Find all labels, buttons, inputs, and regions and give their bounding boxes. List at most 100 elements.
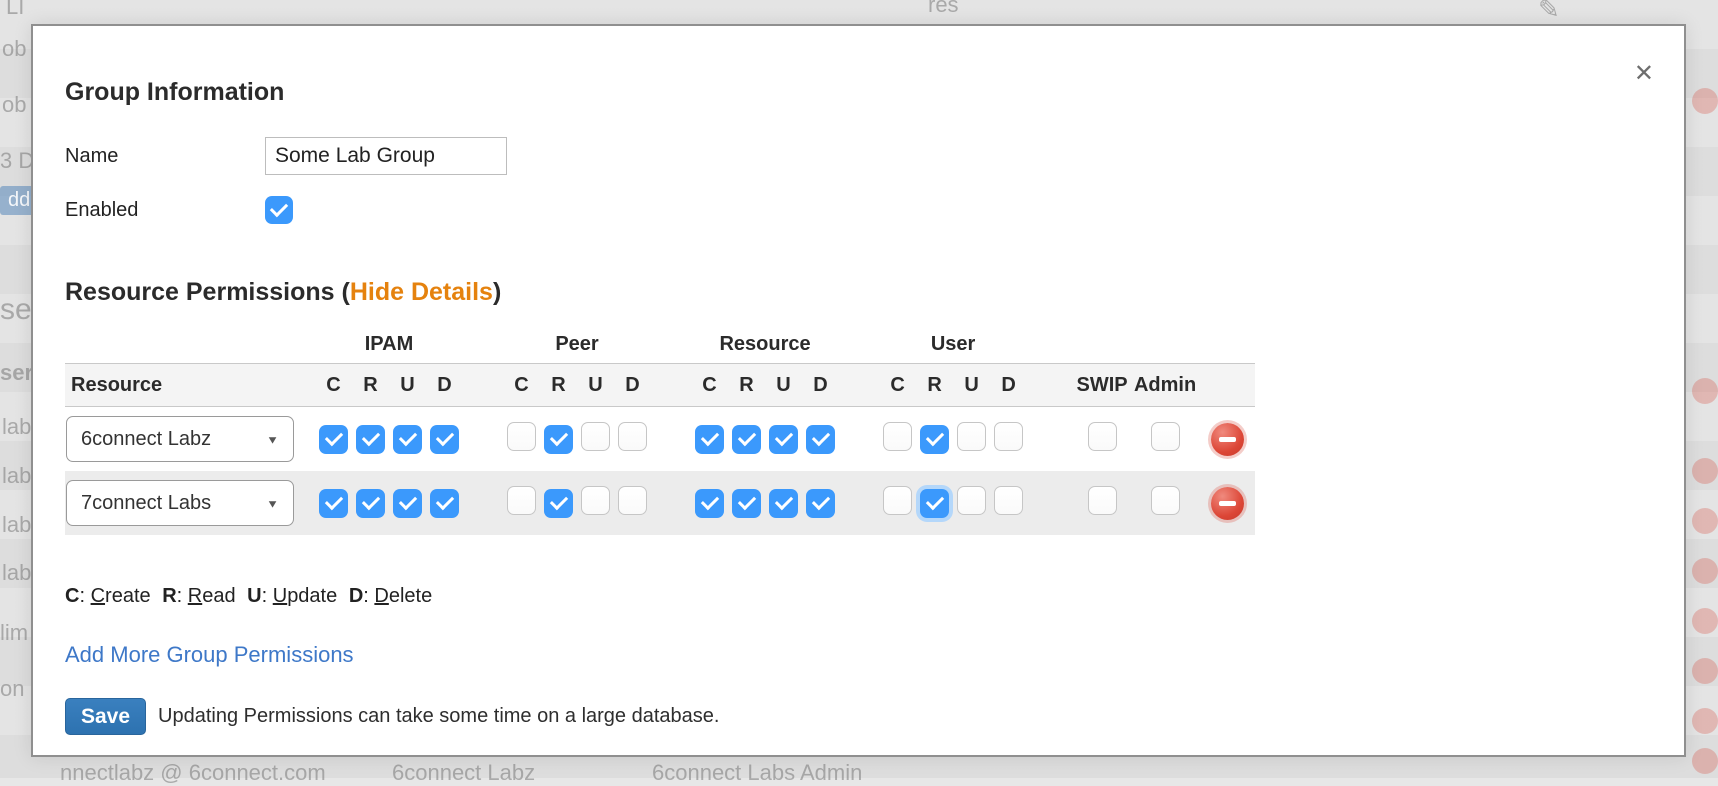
faded-delete-icon [1692,748,1718,774]
col-c: C [879,363,917,407]
ipam-c-checkbox[interactable] [319,488,348,518]
user-d-checkbox[interactable] [994,486,1024,515]
ipam-d-checkbox[interactable] [430,488,459,518]
col-c: C [691,363,729,407]
heading-text: ) [492,278,502,306]
heading-text: Resource Permissions ( [65,278,350,306]
resource-select[interactable]: 7connect Labs ▼ [66,480,294,526]
legend-item: U: Update [247,585,338,607]
permissions-column-header-row: Resource C R U D C R U D C R U D C R U D [65,363,1256,407]
permissions-heading: Resource Permissions (Hide Details) [65,278,1652,307]
ipam-u-checkbox[interactable] [393,488,422,518]
user-r-checkbox[interactable] [920,488,950,518]
admin-checkbox[interactable] [1150,422,1180,451]
background-fragment: lim [0,620,29,645]
resource-d-checkbox[interactable] [806,488,836,518]
resource-c-checkbox[interactable] [695,488,725,518]
peer-c-checkbox[interactable] [507,422,537,451]
close-icon[interactable]: ✕ [1633,60,1654,87]
remove-row-button[interactable] [1210,486,1244,520]
resource-u-checkbox[interactable] [769,488,799,518]
resource-select-value: 6connect Labz [81,427,212,450]
remove-row-button[interactable] [1210,422,1244,456]
swip-checkbox[interactable] [1087,422,1117,451]
permissions-table: IPAM Peer Resource User Resource C R U D… [65,329,1256,535]
col-u: U [577,363,615,407]
resource-select[interactable]: 6connect Labz ▼ [66,416,294,462]
resource-r-checkbox[interactable] [732,488,762,518]
background-fragment: nnectlabz @ 6connect.com [60,760,326,785]
ipam-r-checkbox[interactable] [356,424,385,454]
group-header-peer: Peer [503,329,652,364]
permission-row: 7connect Labs ▼ [65,471,1256,535]
resource-select-value: 7connect Labs [81,491,212,514]
minus-icon [1218,436,1236,442]
faded-delete-icon [1692,88,1718,114]
resource-r-checkbox[interactable] [732,424,762,454]
user-d-checkbox[interactable] [994,422,1024,451]
col-admin: Admin [1131,363,1200,407]
background-fragment: lab [2,560,32,585]
user-c-checkbox[interactable] [883,422,913,451]
name-label: Name [65,144,119,167]
group-header-resource: Resource [691,329,840,364]
peer-r-checkbox[interactable] [544,424,574,454]
faded-delete-icon [1692,658,1718,684]
resource-column-header: Resource [65,363,315,407]
background-fragment: ob [2,36,27,61]
add-more-permissions-link[interactable]: Add More Group Permissions [65,642,354,667]
col-u: U [389,363,426,407]
save-note: Updating Permissions can take some time … [158,705,720,727]
user-r-checkbox[interactable] [920,424,950,454]
ipam-c-checkbox[interactable] [319,424,348,454]
chevron-down-icon: ▼ [266,432,279,446]
ipam-d-checkbox[interactable] [430,424,459,454]
background-fragment: 3 D [0,148,35,173]
peer-d-checkbox[interactable] [618,486,648,515]
background-fragment: LI [6,0,25,19]
faded-delete-icon [1692,508,1718,534]
peer-r-checkbox[interactable] [544,488,574,518]
background-fragment: lab [2,463,32,488]
legend-item: C: Create [65,585,151,607]
peer-c-checkbox[interactable] [507,486,537,515]
resource-d-checkbox[interactable] [806,424,836,454]
group-name-input[interactable] [265,137,507,175]
background-fragment: 6connect Labz [392,760,536,785]
chevron-down-icon: ▼ [266,496,279,510]
background-fragment: on [0,676,25,701]
resource-u-checkbox[interactable] [769,424,799,454]
hide-details-link[interactable]: Hide Details [349,278,493,306]
save-button[interactable]: Save [65,698,147,735]
legend-item: R: Read [162,585,236,607]
modal-title: Group Information [65,78,285,106]
col-c: C [315,363,352,407]
swip-checkbox[interactable] [1087,486,1117,515]
faded-delete-icon [1692,458,1718,484]
user-u-checkbox[interactable] [957,486,987,515]
peer-d-checkbox[interactable] [618,422,648,451]
user-u-checkbox[interactable] [957,422,987,451]
enabled-label: Enabled [65,198,139,221]
col-d: D [802,363,840,407]
faded-edit-icon: ✎ [1538,0,1560,24]
resource-c-checkbox[interactable] [695,424,725,454]
ipam-r-checkbox[interactable] [356,488,385,518]
group-header-ipam: IPAM [315,329,464,364]
col-d: D [614,363,652,407]
admin-checkbox[interactable] [1150,486,1180,515]
user-c-checkbox[interactable] [883,486,913,515]
col-r: R [540,363,578,407]
peer-u-checkbox[interactable] [581,486,611,515]
faded-delete-icon [1692,708,1718,734]
permissions-group-header-row: IPAM Peer Resource User [65,329,1256,364]
crud-legend: C: Create R: Read U: Update D: Delete [65,585,1652,608]
faded-delete-icon [1692,378,1718,404]
legend-item: D: Delete [348,585,433,607]
col-d: D [990,363,1028,407]
enabled-checkbox[interactable] [265,196,293,224]
ipam-u-checkbox[interactable] [393,424,422,454]
col-swip: SWIP [1073,363,1132,407]
background-fragment: lab [2,414,32,439]
peer-u-checkbox[interactable] [581,422,611,451]
